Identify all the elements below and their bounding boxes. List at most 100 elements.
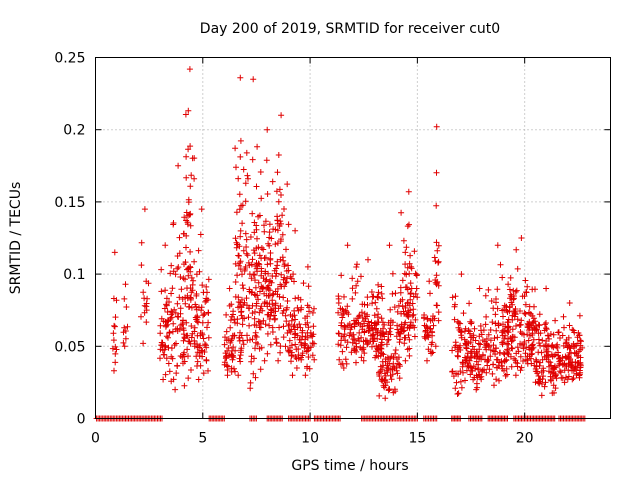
data-point: [392, 347, 399, 353]
data-point: [488, 298, 495, 304]
data-point: [310, 323, 317, 330]
data-point: [513, 323, 519, 329]
data-point: [243, 295, 250, 302]
data-point: [535, 373, 542, 379]
data-point: [455, 390, 462, 397]
data-point: [163, 295, 170, 302]
data-point: [235, 304, 242, 311]
data-point: [113, 346, 120, 353]
data-point: [342, 356, 349, 363]
data-point: [191, 155, 198, 162]
data-point: [163, 301, 170, 308]
data-point: [187, 296, 194, 303]
data-point: [233, 244, 240, 251]
data-point: [280, 334, 287, 341]
data-point: [122, 281, 129, 288]
data-point: [157, 330, 164, 337]
data-point: [449, 294, 456, 301]
data-point: [563, 339, 570, 346]
data-point: [485, 286, 492, 293]
data-point: [194, 349, 201, 356]
data-point: [525, 337, 532, 344]
data-point: [257, 324, 264, 331]
data-point: [271, 312, 277, 319]
data-point: [254, 263, 261, 270]
data-point: [539, 337, 546, 344]
data-point: [247, 336, 253, 343]
data-point: [194, 358, 201, 365]
data-point: [275, 198, 282, 205]
data-point: [412, 316, 419, 323]
data-point: [497, 261, 504, 268]
data-point: [168, 378, 175, 385]
data-point: [388, 376, 395, 383]
data-point: [186, 303, 193, 310]
data-point: [558, 374, 565, 381]
data-point: [110, 337, 117, 344]
data-point: [394, 370, 401, 377]
data-point: [544, 348, 551, 355]
data-point: [493, 345, 500, 352]
data-point: [178, 322, 184, 329]
data-point: [193, 353, 200, 360]
data-point: [230, 311, 236, 318]
data-point: [431, 254, 438, 261]
data-point: [269, 178, 276, 185]
data-point: [400, 237, 407, 244]
data-point: [522, 350, 529, 357]
data-point: [237, 329, 243, 336]
data-point: [494, 364, 501, 371]
data-point: [182, 300, 189, 307]
data-point: [198, 206, 205, 213]
data-point: [191, 340, 198, 347]
data-point: [547, 359, 554, 366]
data-point: [374, 335, 381, 342]
data-point: [174, 328, 181, 334]
data-point: [522, 277, 529, 284]
data-point: [393, 356, 400, 362]
data-point: [556, 356, 563, 362]
data-point: [566, 344, 573, 350]
data-point: [541, 321, 548, 328]
data-point: [190, 277, 197, 284]
data-point: [247, 234, 254, 240]
data-point: [403, 284, 410, 291]
data-point: [239, 282, 246, 289]
data-point: [354, 278, 361, 285]
data-point: [241, 315, 248, 322]
data-point: [364, 341, 371, 347]
data-point: [501, 358, 508, 365]
data-point: [236, 206, 243, 213]
data-point: [359, 323, 366, 330]
data-point: [493, 296, 499, 302]
data-point: [159, 342, 166, 349]
data-point: [183, 174, 190, 181]
data-point: [548, 362, 555, 369]
data-point: [405, 299, 411, 306]
data-point: [406, 270, 413, 277]
data-point: [287, 328, 294, 335]
data-point: [248, 261, 255, 268]
data-point: [453, 379, 460, 386]
data-point: [542, 379, 549, 386]
data-point: [145, 280, 152, 287]
data-point: [226, 285, 233, 292]
data-point: [238, 349, 244, 356]
data-point: [184, 346, 191, 353]
data-point: [371, 312, 378, 319]
data-point: [382, 358, 389, 365]
data-point: [243, 149, 250, 156]
data-point: [251, 291, 258, 298]
data-point: [410, 293, 417, 300]
data-point: [355, 320, 362, 327]
data-point: [344, 303, 351, 310]
data-point: [279, 212, 286, 219]
data-point: [396, 339, 403, 346]
data-point: [290, 271, 297, 278]
data-point: [223, 337, 230, 344]
data-point: [401, 334, 408, 341]
data-point: [490, 342, 497, 349]
data-point: [257, 169, 264, 175]
data-point: [259, 307, 266, 314]
data-point: [203, 295, 210, 302]
